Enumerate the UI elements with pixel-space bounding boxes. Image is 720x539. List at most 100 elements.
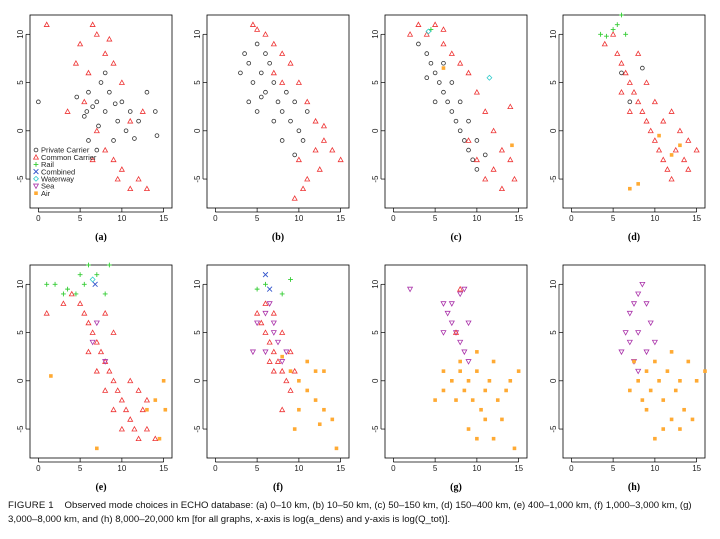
point-common-carrier xyxy=(440,40,447,47)
point-sea xyxy=(647,320,654,327)
point-private-carrier xyxy=(98,80,104,85)
point-common-carrier xyxy=(89,156,96,163)
y-tick-label: -5 xyxy=(371,425,380,433)
point-common-carrier xyxy=(304,98,311,105)
point-common-carrier xyxy=(490,127,497,134)
point-common-carrier xyxy=(618,60,625,66)
point-air xyxy=(632,359,636,364)
point-private-carrier xyxy=(254,109,260,114)
x-tick-label: 5 xyxy=(78,464,83,473)
y-tick-label: 0 xyxy=(549,128,558,133)
point-rail xyxy=(81,281,87,287)
point-air xyxy=(512,446,517,451)
point-common-carrier xyxy=(135,435,142,442)
point-rail xyxy=(52,281,58,287)
point-sea xyxy=(635,330,642,336)
point-private-carrier xyxy=(640,65,645,71)
y-tick-label: 5 xyxy=(16,330,25,335)
point-air xyxy=(644,369,649,373)
point-sea xyxy=(102,359,109,365)
point-common-carrier xyxy=(139,406,146,413)
point-sea xyxy=(444,310,451,317)
point-common-carrier xyxy=(110,406,117,413)
point-air xyxy=(433,398,437,402)
point-air xyxy=(669,350,674,354)
point-common-carrier xyxy=(270,348,277,355)
point-common-carrier xyxy=(262,31,269,37)
point-private-carrier xyxy=(263,51,268,56)
point-common-carrier xyxy=(114,387,121,393)
point-common-carrier xyxy=(630,88,638,95)
x-tick-label: 5 xyxy=(255,464,260,473)
point-waterway xyxy=(89,276,96,283)
point-private-carrier xyxy=(279,109,285,114)
point-air xyxy=(280,354,284,359)
point-common-carrier xyxy=(43,310,50,316)
point-air xyxy=(95,446,99,451)
plot-frame-c xyxy=(384,14,528,209)
point-private-carrier xyxy=(112,101,118,107)
point-common-carrier xyxy=(312,117,319,124)
x-tick-label: 0 xyxy=(569,214,574,223)
point-air xyxy=(49,374,53,378)
point-common-carrier xyxy=(102,50,109,56)
point-sea xyxy=(283,349,290,356)
point-common-carrier xyxy=(249,21,257,27)
point-common-carrier xyxy=(664,166,671,172)
x-tick-label: 15 xyxy=(336,214,345,223)
point-common-carrier xyxy=(415,21,422,27)
point-common-carrier xyxy=(110,60,117,66)
x-tick-label: 0 xyxy=(213,214,218,223)
point-common-carrier xyxy=(274,358,282,364)
point-air xyxy=(330,417,335,422)
point-common-carrier xyxy=(647,127,654,134)
point-private-carrier xyxy=(86,138,91,143)
x-tick-label: 15 xyxy=(514,464,523,473)
point-common-carrier xyxy=(85,348,92,355)
point-sea xyxy=(274,339,282,346)
point-private-carrier xyxy=(136,118,141,124)
point-common-carrier xyxy=(118,396,125,403)
y-tick-label: 5 xyxy=(549,80,558,85)
x-tick-label: 10 xyxy=(294,464,303,473)
point-rail xyxy=(65,286,70,292)
plot-frame-a xyxy=(29,14,173,209)
point-common-carrier xyxy=(102,146,109,153)
point-private-carrier xyxy=(445,99,450,105)
point-air xyxy=(703,369,707,373)
point-air xyxy=(694,379,699,383)
point-private-carrier xyxy=(271,80,277,85)
point-private-carrier xyxy=(424,51,430,56)
point-rail xyxy=(288,277,293,282)
point-air xyxy=(157,436,162,441)
point-air xyxy=(297,379,301,383)
point-common-carrier xyxy=(295,79,302,85)
point-common-carrier xyxy=(122,406,130,413)
point-sea xyxy=(266,301,273,307)
point-private-carrier xyxy=(466,118,471,124)
point-common-carrier xyxy=(672,146,679,153)
point-private-carrier xyxy=(466,147,471,153)
point-common-carrier xyxy=(270,310,277,316)
plot-frame-b xyxy=(206,14,350,209)
point-common-carrier xyxy=(262,329,269,335)
point-air xyxy=(516,369,521,373)
point-common-carrier xyxy=(601,40,608,47)
point-common-carrier xyxy=(316,166,323,172)
point-air xyxy=(153,398,158,402)
x-tick-label: 5 xyxy=(611,214,616,223)
point-air xyxy=(450,379,454,383)
panel-a: 0 5 10 15 10 5 0 -5 (a) xyxy=(16,14,173,243)
point-common-carrier xyxy=(482,108,489,114)
point-common-carrier xyxy=(635,50,642,56)
point-common-carrier xyxy=(93,338,100,345)
point-common-carrier xyxy=(266,358,273,364)
panel-g: 0 5 10 15 10 5 0 -5 (g) xyxy=(371,264,528,493)
point-sea xyxy=(448,320,455,327)
point-air xyxy=(292,427,297,431)
points-d xyxy=(598,12,700,191)
point-private-carrier xyxy=(470,157,476,163)
x-tick-label: 5 xyxy=(78,214,83,223)
point-air xyxy=(500,417,504,422)
point-common-carrier xyxy=(676,127,684,134)
